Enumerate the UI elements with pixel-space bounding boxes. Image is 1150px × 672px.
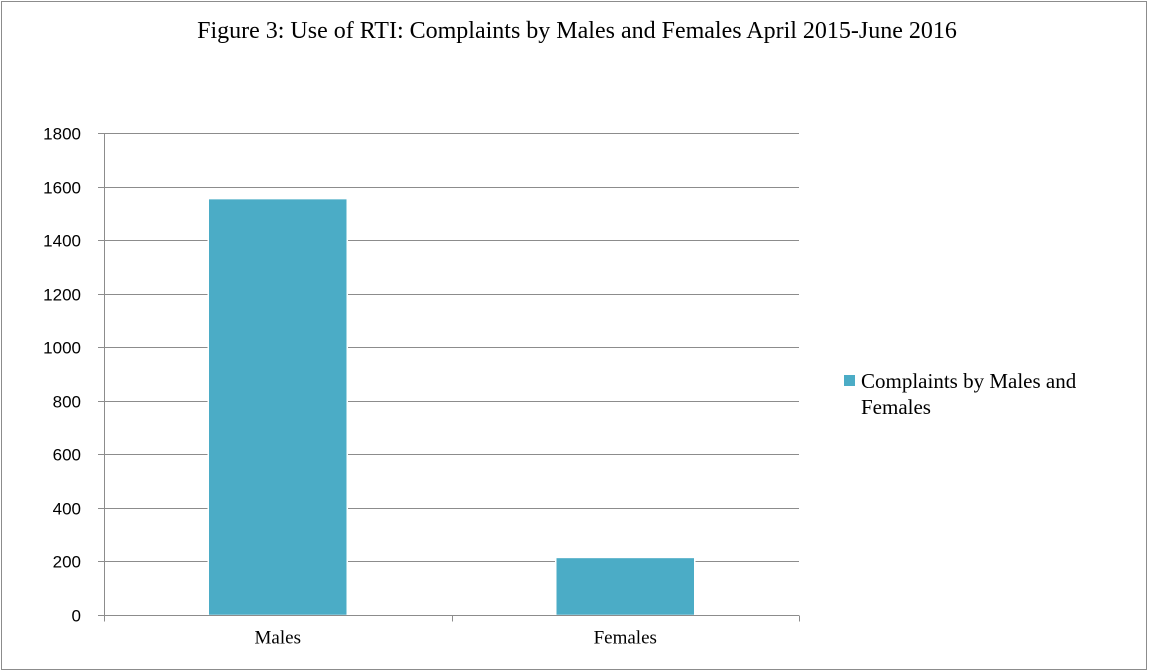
chart-title: Figure 3: Use of RTI: Complaints by Male…: [197, 18, 957, 44]
y-tick-label: 1000: [43, 339, 81, 358]
y-tick-label: 400: [53, 500, 81, 519]
bar-males: [207, 197, 348, 617]
y-tick-label: 800: [53, 393, 81, 412]
y-tick-label: 1800: [43, 125, 81, 144]
y-tick-label: 1600: [43, 179, 81, 198]
legend-label: Complaints by Males and Females: [861, 369, 1077, 419]
x-tick-label: Females: [594, 628, 657, 649]
y-tick-label: 0: [72, 607, 81, 626]
y-tick-label: 1200: [43, 286, 81, 305]
y-tick-label: 1400: [43, 232, 81, 251]
legend-swatch: [844, 375, 855, 386]
x-tick-label: Males: [255, 628, 301, 649]
y-tick-label: 200: [53, 553, 81, 572]
bar-females: [555, 556, 696, 617]
y-tick-label: 600: [53, 446, 81, 465]
